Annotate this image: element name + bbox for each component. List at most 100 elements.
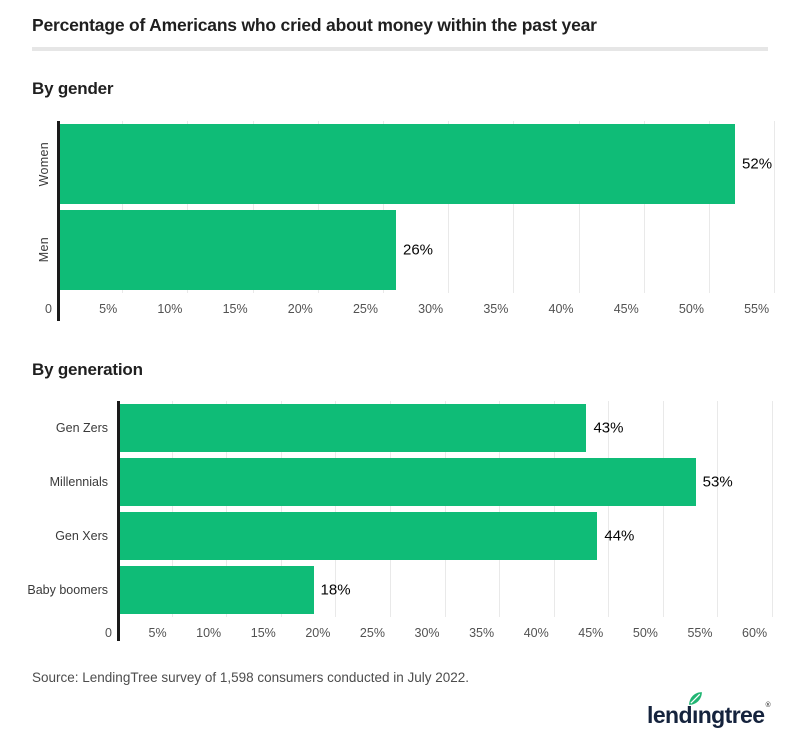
chart-row: Gen Xers 44% <box>32 509 795 563</box>
category-label: Gen Xers <box>32 509 117 563</box>
gender-bar-chart: Women 52% Men 26% 0 5% 10% 15% 20% 25% 30% 35% 40% 4… <box>32 121 795 321</box>
x-tick-label: 40% <box>523 626 549 640</box>
gridline <box>578 121 580 293</box>
gridline <box>335 401 337 617</box>
value-label: 26% <box>403 241 434 259</box>
x-tick-label: 45% <box>578 626 604 640</box>
gridline <box>608 401 610 617</box>
logo-row: lendı ngtree® <box>647 692 771 729</box>
x-tick-label: 35% <box>469 626 495 640</box>
section-title-gender: By gender <box>32 79 114 98</box>
bar-baby-boomers <box>117 566 314 614</box>
gridline <box>389 401 391 617</box>
x-tick-label: 20% <box>305 626 331 640</box>
gridline <box>448 121 450 293</box>
category-label-text: Gen Zers <box>55 421 108 435</box>
x-tick-label: 5% <box>148 626 167 640</box>
registered-mark: ® <box>765 702 770 709</box>
x-tick-label: 10% <box>196 626 222 640</box>
x-tick-label: 10% <box>157 302 183 316</box>
x-tick-label: 35% <box>483 302 509 316</box>
gridline <box>382 121 384 293</box>
x-tick-label: 0 <box>105 626 112 640</box>
gridline <box>280 401 282 617</box>
chart-row: Women 52% <box>32 121 795 207</box>
gridline <box>171 401 173 617</box>
chart-rows: Gen Zers 43% Millennials 53% Gen Xers 44% Baby… <box>27 401 795 617</box>
logo-text-pre: lend <box>647 702 692 728</box>
x-tick-label: 30% <box>414 626 440 640</box>
value-label: 53% <box>702 473 733 491</box>
chart-row: Men 26% <box>32 207 795 293</box>
chart-row: Baby boomers 18% <box>27 563 795 617</box>
chart-row: Gen Zers 43% <box>32 401 795 455</box>
gridline <box>774 121 776 293</box>
value-label: 18% <box>320 581 351 599</box>
category-label-text: Millennials <box>49 475 108 489</box>
gridline <box>772 401 774 617</box>
x-axis-tick-labels: 0 5% 10% 15% 20% 25% 30% 35% 40% 45% 50% 55% <box>45 293 795 319</box>
title-divider <box>32 47 768 51</box>
bar-track: 44% <box>117 512 795 560</box>
gridline <box>662 401 664 617</box>
gridline <box>317 121 319 293</box>
chart-row: Millennials 53% <box>32 455 795 509</box>
x-tick-label: 15% <box>222 302 248 316</box>
category-label: Women <box>32 121 57 207</box>
bar-men <box>57 210 396 290</box>
bar-gen-xers <box>117 512 598 560</box>
gridline <box>226 401 228 617</box>
category-label: Millennials <box>32 455 117 509</box>
bar-track: 18% <box>117 566 795 614</box>
gridline <box>513 121 515 293</box>
gridline <box>444 401 446 617</box>
category-label-text: Women <box>37 141 51 187</box>
value-label: 44% <box>604 527 635 545</box>
category-label: Gen Zers <box>32 401 117 455</box>
logo-i: ı <box>689 692 702 729</box>
gridline <box>499 401 501 617</box>
x-tick-label: 60% <box>742 626 768 640</box>
x-tick-label: 30% <box>418 302 444 316</box>
x-tick-label: 15% <box>250 626 276 640</box>
gridline <box>122 121 124 293</box>
gridline-layer <box>57 121 795 293</box>
bar-track: 53% <box>117 458 795 506</box>
gridline <box>553 401 555 617</box>
x-axis-tick-labels: 0 5% 10% 15% 20% 25% 30% 35% 40% 45% 50% 55% 60% <box>105 617 795 643</box>
x-tick-label: 25% <box>352 302 378 316</box>
x-tick-label: 40% <box>548 302 574 316</box>
x-tick-label: 55% <box>687 626 713 640</box>
category-label-text: Men <box>37 237 51 263</box>
x-tick-label: 25% <box>359 626 385 640</box>
lendingtree-logo[interactable]: lendı ngtree® <box>647 692 771 729</box>
y-axis-line <box>117 401 120 641</box>
category-label: Baby boomers <box>27 563 117 617</box>
page-title: Percentage of Americans who cried about … <box>32 15 597 35</box>
bar-millennials <box>117 458 696 506</box>
category-label: Men <box>32 207 57 293</box>
gridline <box>252 121 254 293</box>
logo-text: lendı ngtree® <box>647 692 771 729</box>
source-note: Source: LendingTree survey of 1,598 cons… <box>32 670 470 685</box>
gridline <box>708 121 710 293</box>
x-tick-label: 55% <box>744 302 770 316</box>
bar-women <box>57 124 736 204</box>
logo-dotless-i: ı <box>691 702 698 728</box>
chart-rows: Women 52% Men 26% <box>32 121 795 293</box>
x-tick-label: 0 <box>45 302 52 316</box>
x-tick-label: 50% <box>632 626 658 640</box>
bar-track: 43% <box>117 404 795 452</box>
category-label-text: Gen Xers <box>55 529 108 543</box>
generation-bar-chart: Gen Zers 43% Millennials 53% Gen Xers 44% Baby… <box>27 401 795 643</box>
bar-track: 26% <box>57 210 795 290</box>
leaf-icon <box>689 692 702 705</box>
gridline <box>717 401 719 617</box>
y-axis-line <box>57 121 60 321</box>
logo-text-post: ngtree <box>697 702 765 728</box>
x-tick-label: 20% <box>287 302 313 316</box>
value-label: 52% <box>742 155 773 173</box>
section-title-generation: By generation <box>32 360 143 379</box>
bar-gen-zers <box>117 404 587 452</box>
gridline-layer <box>117 401 795 617</box>
